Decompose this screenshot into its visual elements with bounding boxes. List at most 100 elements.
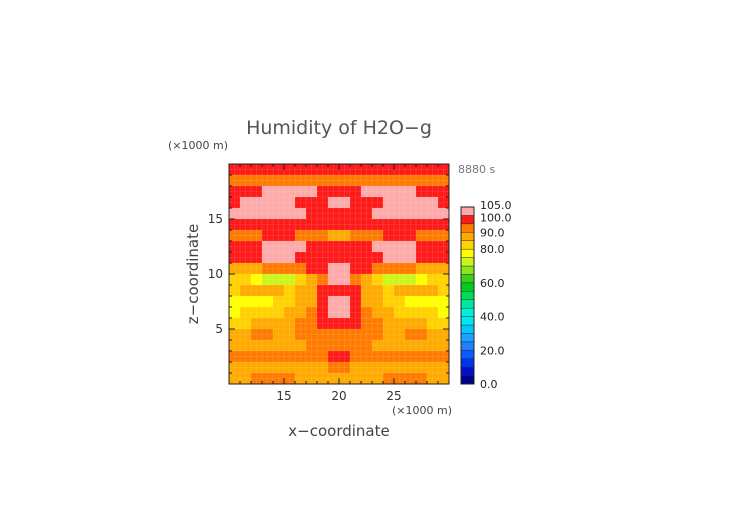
heatmap-cell <box>306 164 318 176</box>
heatmap-cell <box>427 252 439 264</box>
heatmap-cell <box>229 307 241 319</box>
colorbar-swatch <box>460 223 475 233</box>
heatmap-cell <box>427 175 439 187</box>
heatmap-cell <box>229 329 241 341</box>
heatmap-cell <box>251 274 263 286</box>
x-tick-label: 20 <box>331 389 346 403</box>
heatmap-cell <box>240 175 252 187</box>
heatmap-cell <box>339 164 351 176</box>
heatmap-cell <box>251 373 263 385</box>
y-tick-label: 5 <box>215 322 223 336</box>
heatmap-cell <box>383 351 395 363</box>
heatmap-cell <box>405 296 417 308</box>
heatmap-cell <box>339 318 351 330</box>
heatmap-cell <box>240 362 252 374</box>
chart-title: Humidity of H2O−g <box>246 117 432 139</box>
heatmap-cell <box>229 208 241 220</box>
heatmap-cell <box>317 186 329 198</box>
heatmap-cell <box>273 230 285 242</box>
heatmap-cell <box>427 285 439 297</box>
heatmap-cell <box>284 230 296 242</box>
heatmap-cell <box>306 351 318 363</box>
heatmap-cell <box>350 197 362 209</box>
heatmap-cell <box>394 230 406 242</box>
heatmap-cell <box>251 340 263 352</box>
heatmap-cell <box>438 175 450 187</box>
colorbar-swatch <box>460 257 475 267</box>
heatmap-cell <box>317 252 329 264</box>
heatmap-cell <box>361 252 373 264</box>
heatmap-cell <box>306 373 318 385</box>
heatmap-cell <box>251 164 263 176</box>
heatmap-cell <box>339 274 351 286</box>
heatmap-cell <box>284 252 296 264</box>
heatmap-cell <box>372 274 384 286</box>
heatmap-cell <box>372 208 384 220</box>
heatmap-cell <box>328 175 340 187</box>
heatmap-cell <box>251 186 263 198</box>
heatmap-cell <box>405 241 417 253</box>
heatmap-cell <box>405 285 417 297</box>
heatmap-cell <box>438 285 450 297</box>
heatmap-cell <box>339 175 351 187</box>
heatmap-cell <box>438 252 450 264</box>
heatmap-cell <box>262 252 274 264</box>
heatmap-cell <box>339 186 351 198</box>
colorbar-swatch <box>460 316 475 326</box>
heatmap-cell <box>317 373 329 385</box>
heatmap-cell <box>306 208 318 220</box>
heatmap-cell <box>438 219 450 231</box>
heatmap-cell <box>295 252 307 264</box>
heatmap-cell <box>306 263 318 275</box>
heatmap-cell <box>427 340 439 352</box>
heatmap-cell <box>317 263 329 275</box>
heatmap-cell <box>284 274 296 286</box>
heatmap-cell <box>229 175 241 187</box>
x-tick-label: 15 <box>276 389 291 403</box>
heatmap-cell <box>328 197 340 209</box>
heatmap-cell <box>328 208 340 220</box>
heatmap-cell <box>251 197 263 209</box>
heatmap-cell <box>438 263 450 275</box>
heatmap-cell <box>372 263 384 275</box>
heatmap-cell <box>416 164 428 176</box>
heatmap-cell <box>372 197 384 209</box>
heatmap-cell <box>328 186 340 198</box>
heatmap-cell <box>317 175 329 187</box>
y-axis-label: z−coordinate <box>184 224 202 324</box>
heatmap-cell <box>427 241 439 253</box>
heatmap-cell <box>361 263 373 275</box>
heatmap-cell <box>251 307 263 319</box>
heatmap-cell <box>405 164 417 176</box>
heatmap-cell <box>240 241 252 253</box>
heatmap-cell <box>262 373 274 385</box>
heatmap-cell <box>295 340 307 352</box>
heatmap-cell <box>361 373 373 385</box>
heatmap-cell <box>251 318 263 330</box>
heatmap-cell <box>317 197 329 209</box>
heatmap-cell <box>427 219 439 231</box>
heatmap-cell <box>383 241 395 253</box>
heatmap-cell <box>284 351 296 363</box>
heatmap-cell <box>284 208 296 220</box>
colorbar-swatch <box>460 350 475 359</box>
heatmap-cell <box>427 307 439 319</box>
heatmap-cell <box>328 296 340 308</box>
colorbar-tick-label: 60.0 <box>480 277 505 290</box>
heatmap-cell <box>372 307 384 319</box>
heatmap-cell <box>339 329 351 341</box>
heatmap-cell <box>372 362 384 374</box>
heatmap-cell <box>361 296 373 308</box>
heatmap-cell <box>339 351 351 363</box>
heatmap-gridlines <box>229 164 449 384</box>
heatmap-cell <box>295 186 307 198</box>
y-unit-label: (×1000 m) <box>168 139 228 152</box>
heatmap-cell <box>251 329 263 341</box>
heatmap-cell <box>350 296 362 308</box>
heatmap-cell <box>306 219 318 231</box>
x-axis-ticks: 15 20 25 <box>239 164 439 403</box>
heatmap-cell <box>394 186 406 198</box>
heatmap-cell <box>394 164 406 176</box>
heatmap-cell <box>361 186 373 198</box>
